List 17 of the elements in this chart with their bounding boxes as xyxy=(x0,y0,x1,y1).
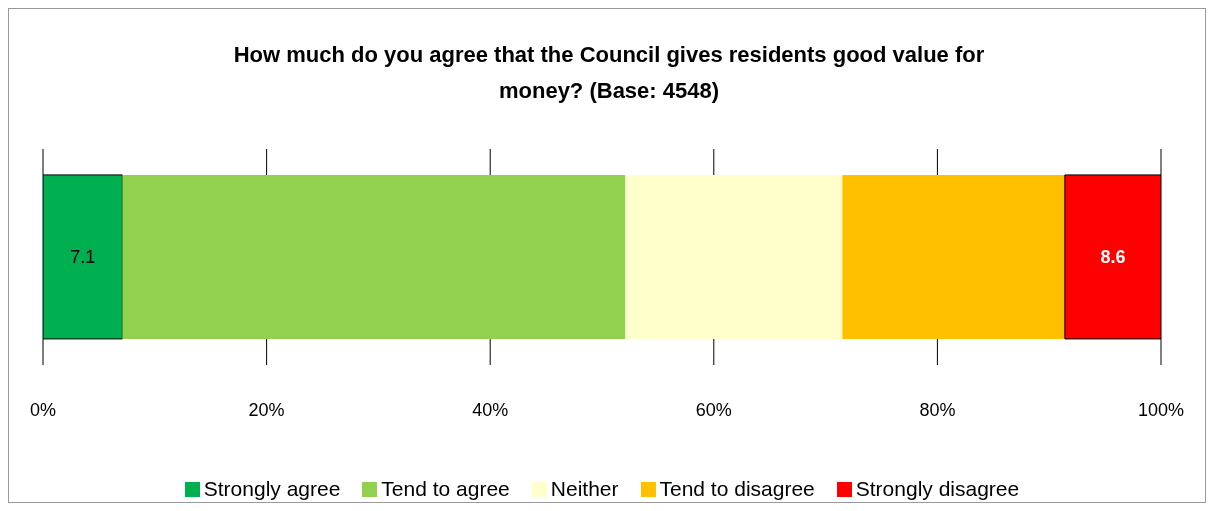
x-tick-label: 60% xyxy=(695,399,732,420)
bar xyxy=(625,174,843,339)
bar xyxy=(842,174,1065,339)
data-label: 8.6 xyxy=(1100,246,1126,267)
legend-label: Tend to disagree xyxy=(659,477,815,501)
legend-label: Tend to agree xyxy=(381,477,510,501)
chart-title: How much do you agree that the Council gives residents good value for money? (Base: 4548) xyxy=(232,41,986,105)
x-tick-label: 0% xyxy=(29,399,57,420)
legend-label: Strongly agree xyxy=(203,477,341,501)
legend-label: Strongly disagree xyxy=(855,477,1020,501)
data-label: 7.1 xyxy=(70,246,96,267)
x-tick-label: 40% xyxy=(472,399,509,420)
bar xyxy=(122,174,626,339)
x-tick-label: 80% xyxy=(919,399,956,420)
x-tick-label: 100% xyxy=(1137,399,1185,420)
x-tick-label: 20% xyxy=(248,399,285,420)
legend-label: Neither xyxy=(550,477,619,501)
